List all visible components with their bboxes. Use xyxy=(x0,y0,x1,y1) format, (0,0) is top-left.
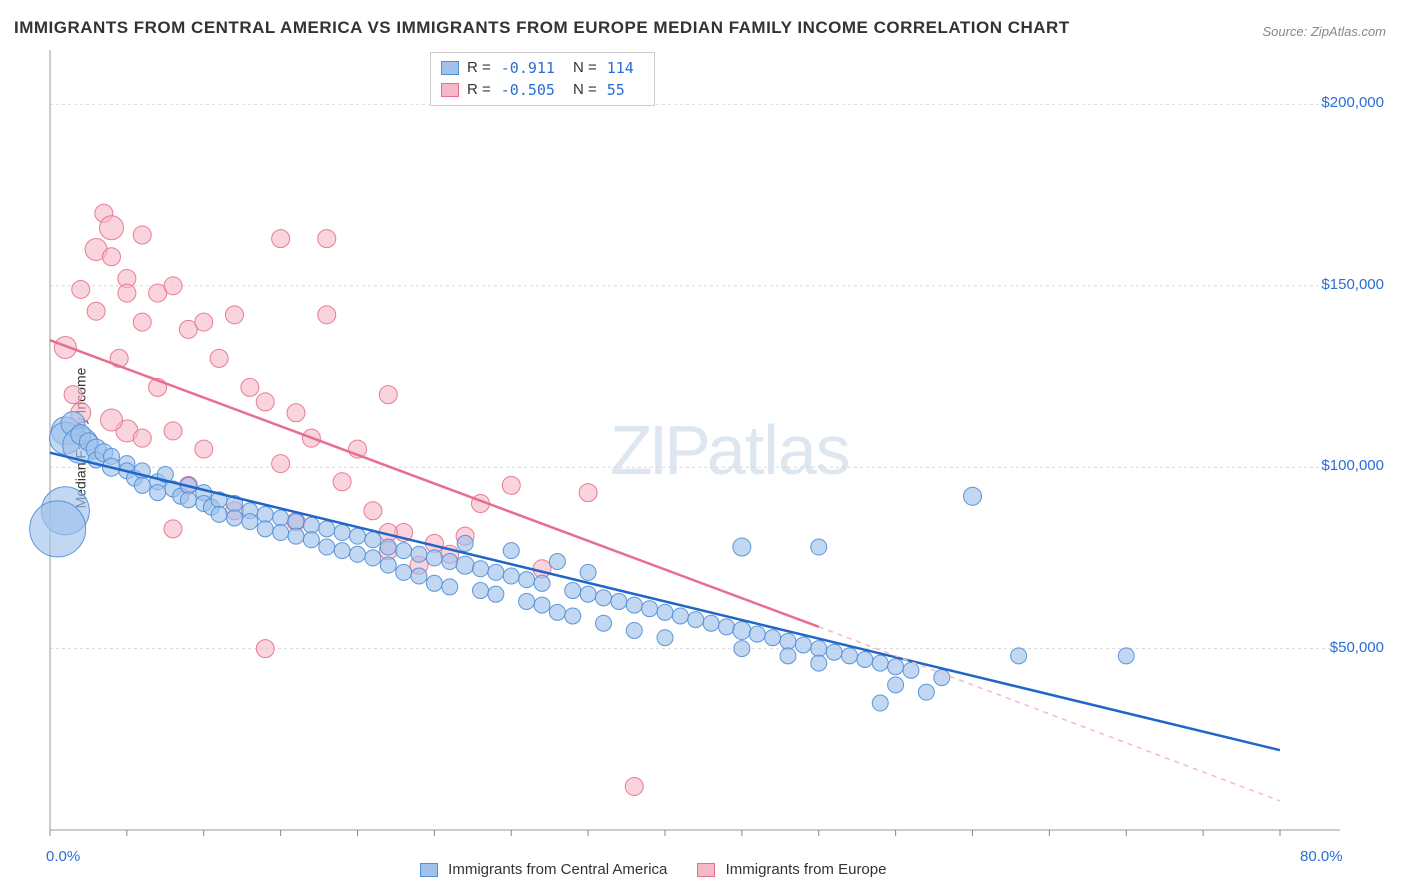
swatch-europe xyxy=(697,863,715,877)
legend-row-central-america: R = -0.911 N = 114 xyxy=(441,57,644,79)
y-tick-label: $200,000 xyxy=(1321,94,1384,111)
chart-svg xyxy=(0,0,1406,892)
swatch-central-america xyxy=(441,61,459,75)
n-label: N = xyxy=(573,57,597,79)
r-label: R = xyxy=(467,57,491,79)
swatch-europe xyxy=(441,83,459,97)
x-tick-label-min: 0.0% xyxy=(46,848,80,865)
r-value-europe: -0.505 xyxy=(501,79,555,101)
n-value-europe: 55 xyxy=(607,79,625,101)
n-value-central-america: 114 xyxy=(607,57,634,79)
x-tick-label-max: 80.0% xyxy=(1300,848,1343,865)
r-value-central-america: -0.911 xyxy=(501,57,555,79)
y-tick-label: $100,000 xyxy=(1321,457,1384,474)
r-label: R = xyxy=(467,79,491,101)
legend-row-europe: R = -0.505 N = 55 xyxy=(441,79,644,101)
legend-label-central-america: Immigrants from Central America xyxy=(448,861,667,878)
legend-item-europe: Immigrants from Europe xyxy=(697,861,886,878)
series-legend: Immigrants from Central America Immigran… xyxy=(420,861,886,878)
n-label: N = xyxy=(573,79,597,101)
y-tick-label: $50,000 xyxy=(1330,639,1384,656)
legend-item-central-america: Immigrants from Central America xyxy=(420,861,667,878)
swatch-central-america xyxy=(420,863,438,877)
correlation-legend: R = -0.911 N = 114 R = -0.505 N = 55 xyxy=(430,52,655,106)
y-tick-label: $150,000 xyxy=(1321,276,1384,293)
chart-container: IMMIGRANTS FROM CENTRAL AMERICA VS IMMIG… xyxy=(0,0,1406,892)
legend-label-europe: Immigrants from Europe xyxy=(726,861,887,878)
